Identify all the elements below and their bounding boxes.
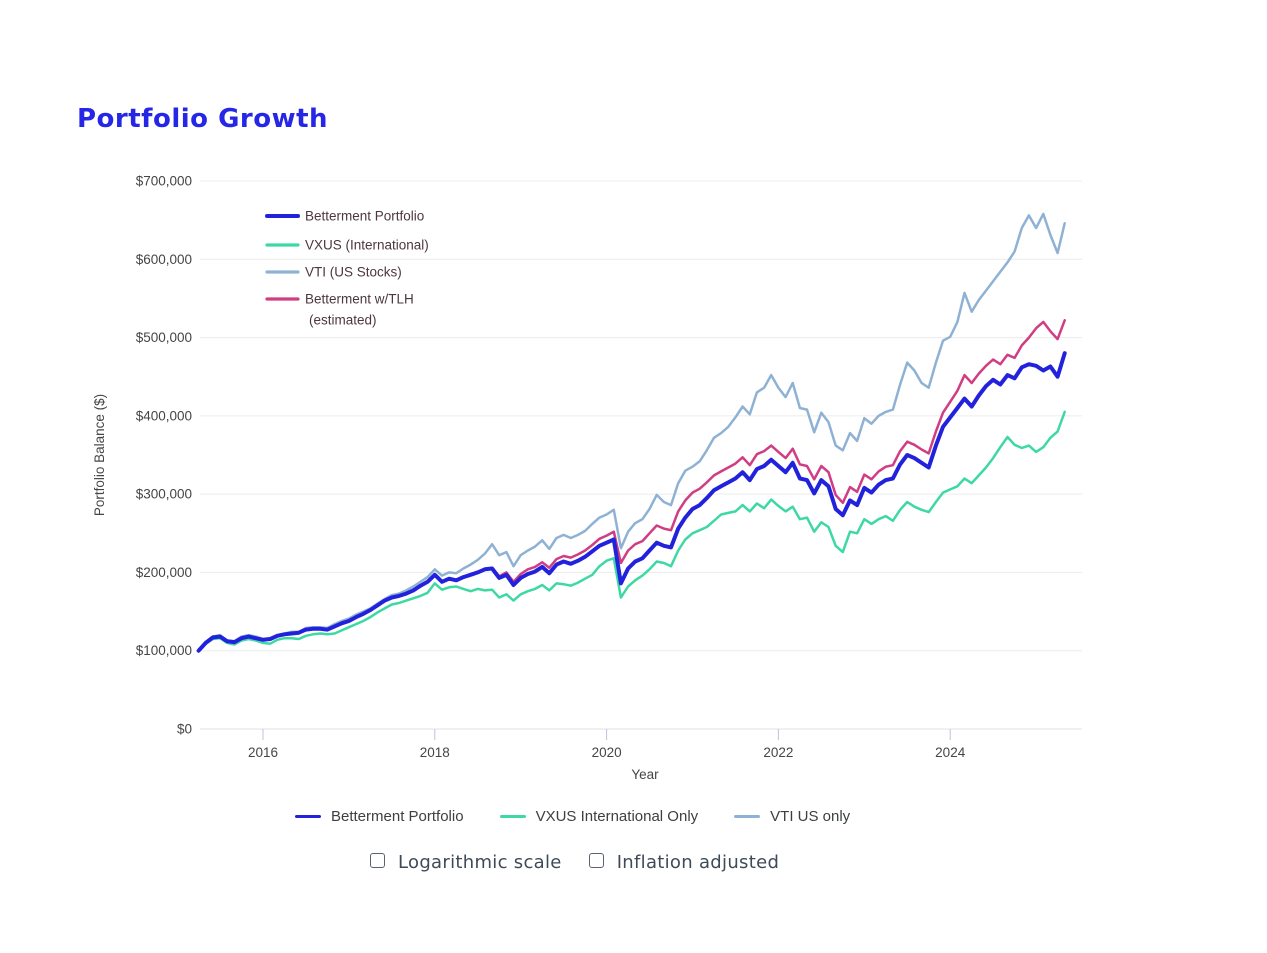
x-axis-title: Year xyxy=(631,767,659,782)
y-axis-tick-label: $100,000 xyxy=(136,643,192,658)
y-axis-tick-label: $300,000 xyxy=(136,487,192,502)
y-axis-tick-label: $200,000 xyxy=(136,565,192,580)
legend-item-betterment-portfolio[interactable]: Betterment Portfolio xyxy=(295,808,464,825)
legend-label-vti-us-stocks: VTI (US Stocks) xyxy=(305,265,402,280)
x-axis-tick-label: 2018 xyxy=(420,745,450,760)
legend-label-betterment-w-tlh: Betterment w/TLH xyxy=(305,292,414,307)
page-title: Portfolio Growth xyxy=(77,104,329,134)
x-axis-tick-label: 2022 xyxy=(763,745,793,760)
series-line-betterment-portfolio xyxy=(196,351,1067,653)
chart-legend: Betterment Portfolio VXUS International O… xyxy=(295,808,850,825)
logarithmic-scale-checkbox[interactable] xyxy=(370,853,385,868)
series-line-vxus-international xyxy=(197,410,1066,652)
series-line-vti-us-stocks xyxy=(197,212,1066,652)
y-axis-title: Portfolio Balance ($) xyxy=(92,394,107,516)
legend-label-betterment-portfolio: Betterment Portfolio xyxy=(305,209,424,224)
legend-item-vti-us-only[interactable]: VTI US only xyxy=(734,808,850,825)
y-axis-tick-label: $700,000 xyxy=(136,174,192,189)
x-axis-tick-label: 2020 xyxy=(592,745,622,760)
legend-item-vxus-international-only[interactable]: VXUS International Only xyxy=(499,808,699,825)
legend-item-label: VXUS International Only xyxy=(535,808,699,825)
inflation-adjusted-control[interactable]: Inflation adjusted xyxy=(588,852,780,873)
legend-line-icon xyxy=(499,815,526,818)
legend-label-vxus-international: VXUS (International) xyxy=(305,238,429,253)
inflation-adjusted-label: Inflation adjusted xyxy=(616,852,780,873)
portfolio-growth-chart: $0 $100,000 $200,000 $300,000 $400,000 $500,0… xyxy=(92,174,1082,782)
y-axis-tick-label: $400,000 xyxy=(136,408,192,423)
logarithmic-scale-label: Logarithmic scale xyxy=(398,852,562,873)
y-axis-tick-label: $0 xyxy=(177,722,192,737)
legend-line-icon xyxy=(734,815,761,818)
y-axis-tick-label: $600,000 xyxy=(136,252,192,267)
logarithmic-scale-control[interactable]: Logarithmic scale xyxy=(370,852,562,873)
legend-label-betterment-w-tlh-line2: (estimated) xyxy=(309,313,377,328)
y-axis-tick-label: $500,000 xyxy=(136,330,192,345)
chart-controls: Logarithmic scale Inflation adjusted xyxy=(370,852,779,873)
x-axis-tick-label: 2016 xyxy=(248,745,278,760)
inflation-adjusted-checkbox[interactable] xyxy=(588,853,604,868)
legend-line-icon xyxy=(295,815,321,818)
x-axis-tick-label: 2024 xyxy=(935,745,966,760)
legend-item-label: Betterment Portfolio xyxy=(331,808,464,825)
legend-item-label: VTI US only xyxy=(770,808,851,825)
